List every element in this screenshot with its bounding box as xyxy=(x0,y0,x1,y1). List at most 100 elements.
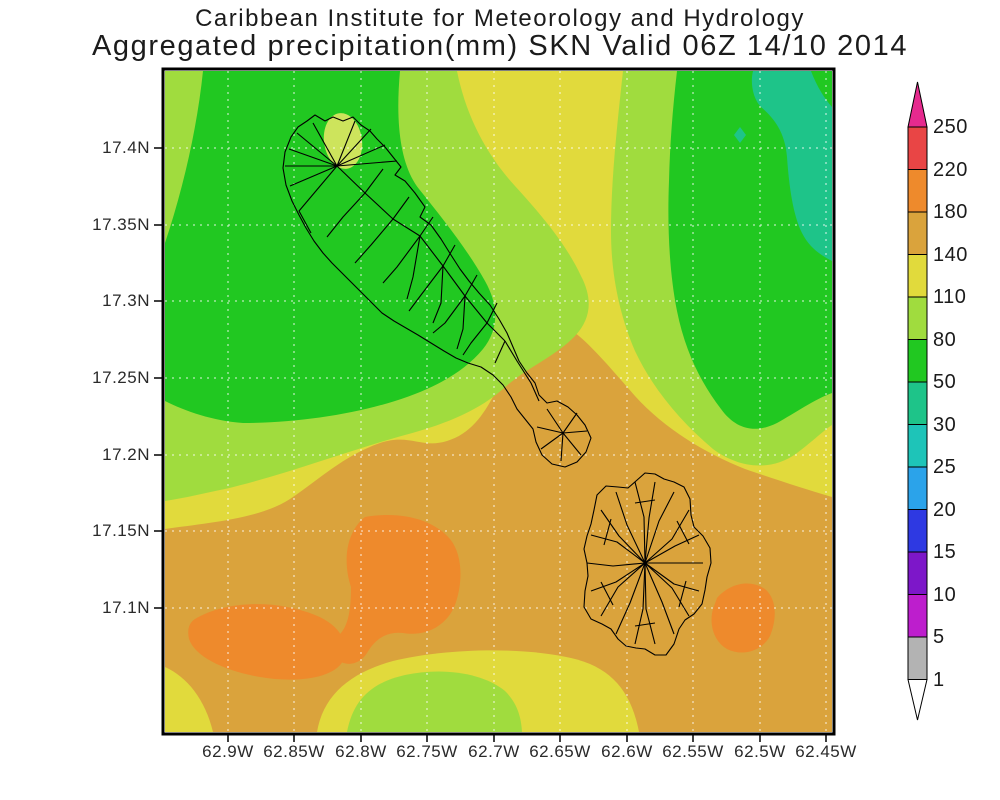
colorbar-tick-label: 80 xyxy=(933,328,957,351)
field-ltgreen-bottom xyxy=(347,671,522,732)
island-drainage-line xyxy=(678,580,687,608)
island-drainage-line xyxy=(540,432,564,450)
island-drainage-line xyxy=(644,481,656,564)
colorbar-tick-label: 110 xyxy=(933,286,967,308)
colorbar-segment xyxy=(907,509,928,553)
lon-label: 62.5W xyxy=(734,742,786,761)
lon-label: 62.6W xyxy=(601,742,653,761)
island-drainage-line xyxy=(326,192,366,238)
colorbar-segment xyxy=(907,339,928,383)
stkitts-island xyxy=(282,114,592,468)
grid-lines xyxy=(165,71,832,732)
lon-label: 62.9W xyxy=(202,742,254,761)
colorbar xyxy=(907,81,928,721)
colorbar-segment xyxy=(907,381,928,425)
island-drainage-line xyxy=(546,408,564,434)
island-drainage-line xyxy=(644,562,690,617)
lon-label: 62.8W xyxy=(335,742,387,761)
island-drainage-line xyxy=(432,295,466,334)
colorbar-segment xyxy=(907,594,928,638)
island-drainage-line xyxy=(615,491,646,564)
field-orange-southwest xyxy=(188,604,346,680)
colorbar-over-arrow xyxy=(907,81,928,128)
lon-label: 62.85W xyxy=(263,742,325,761)
colorbar-tick-label: 220 xyxy=(933,158,968,181)
island-drainage-line xyxy=(644,509,690,564)
colorbar-tick-label: 5 xyxy=(933,626,945,648)
island-drainage-line xyxy=(644,562,700,592)
island-drainage-line xyxy=(562,412,578,434)
lon-label: 62.55W xyxy=(662,742,724,761)
island-drainage-line xyxy=(644,491,675,564)
island-drainage-line xyxy=(600,509,646,564)
island-drainage-line xyxy=(562,430,588,434)
island-drainage-line xyxy=(336,160,398,167)
field-teal-dot xyxy=(734,127,746,143)
colorbar-segment xyxy=(907,296,928,340)
colorbar-under-arrow xyxy=(907,679,928,721)
island-drainage-line xyxy=(586,562,646,567)
colorbar-tick-label: 50 xyxy=(933,371,957,393)
colorbar-tick-label: 140 xyxy=(933,243,968,266)
island-drainage-line xyxy=(634,562,646,645)
island-drainage-line xyxy=(603,518,612,546)
colorbar-segment xyxy=(907,424,928,468)
island-drainage-line xyxy=(382,235,421,284)
island-drainage-line xyxy=(644,562,656,645)
island-drainage-line xyxy=(676,520,690,545)
figure-title-line2: Aggregated precipitation(mm) SKN Valid 0… xyxy=(91,30,909,62)
colorbar-segment xyxy=(907,169,928,213)
colorbar-segment xyxy=(907,466,928,510)
lat-label: 17.35N xyxy=(92,215,150,234)
island-drainage-line xyxy=(486,302,498,324)
island-drainage-line xyxy=(600,581,614,606)
island-drainage-line xyxy=(456,295,466,350)
island-drainage-line xyxy=(289,165,338,187)
colorbar-segment xyxy=(907,211,928,255)
island-drainage-line xyxy=(600,562,646,617)
map-border xyxy=(161,67,836,736)
lat-label: 17.25N xyxy=(92,368,150,387)
colorbar-segment xyxy=(907,636,928,680)
island-drainage-line xyxy=(494,340,506,364)
lat-label: 17.2N xyxy=(102,445,150,464)
colorbar-tick-label: 250 xyxy=(933,116,968,138)
island-drainage-line xyxy=(644,534,700,564)
island-drainage-line xyxy=(364,168,384,194)
colorbar-tick-label: 1 xyxy=(933,668,945,691)
lat-label: 17.3N xyxy=(102,291,150,310)
island-drainage-line xyxy=(462,322,488,356)
lon-label: 62.7W xyxy=(468,742,520,761)
colorbar-segment xyxy=(907,254,928,298)
lat-label: 17.15N xyxy=(92,521,150,540)
figure-title-line1: Caribbean Institute for Meteorology and … xyxy=(195,5,805,32)
island-drainage-line xyxy=(408,265,444,312)
field-green-left xyxy=(165,71,496,423)
island-drainage-line xyxy=(296,132,338,167)
lon-label: 62.65W xyxy=(529,742,591,761)
island-coastline xyxy=(282,114,592,468)
island-drainage-line xyxy=(336,144,386,167)
island-drainage-line xyxy=(432,265,444,324)
colorbar-segment xyxy=(907,551,928,595)
island-drainage-line xyxy=(590,562,646,592)
lat-label: 17.4N xyxy=(102,138,150,157)
island-drainage-line xyxy=(406,235,421,300)
island-drainage-line xyxy=(634,622,656,627)
field-teal-patch xyxy=(751,71,832,261)
island-drainage-line xyxy=(464,274,478,297)
lat-label: 17.1N xyxy=(102,598,150,617)
island-drainage-line xyxy=(288,148,338,167)
island-drainage-line xyxy=(354,218,394,264)
colorbar-tick-label: 30 xyxy=(933,413,957,436)
island-drainage-line xyxy=(504,340,540,402)
colorbar-tick-label: 20 xyxy=(933,498,957,521)
island-drainage-line xyxy=(560,432,564,462)
field-orange-center xyxy=(333,515,461,664)
precip-field xyxy=(165,71,832,732)
nevis-island xyxy=(583,472,712,656)
island-drainage-line xyxy=(392,196,410,220)
island-drainage-line xyxy=(615,562,646,635)
